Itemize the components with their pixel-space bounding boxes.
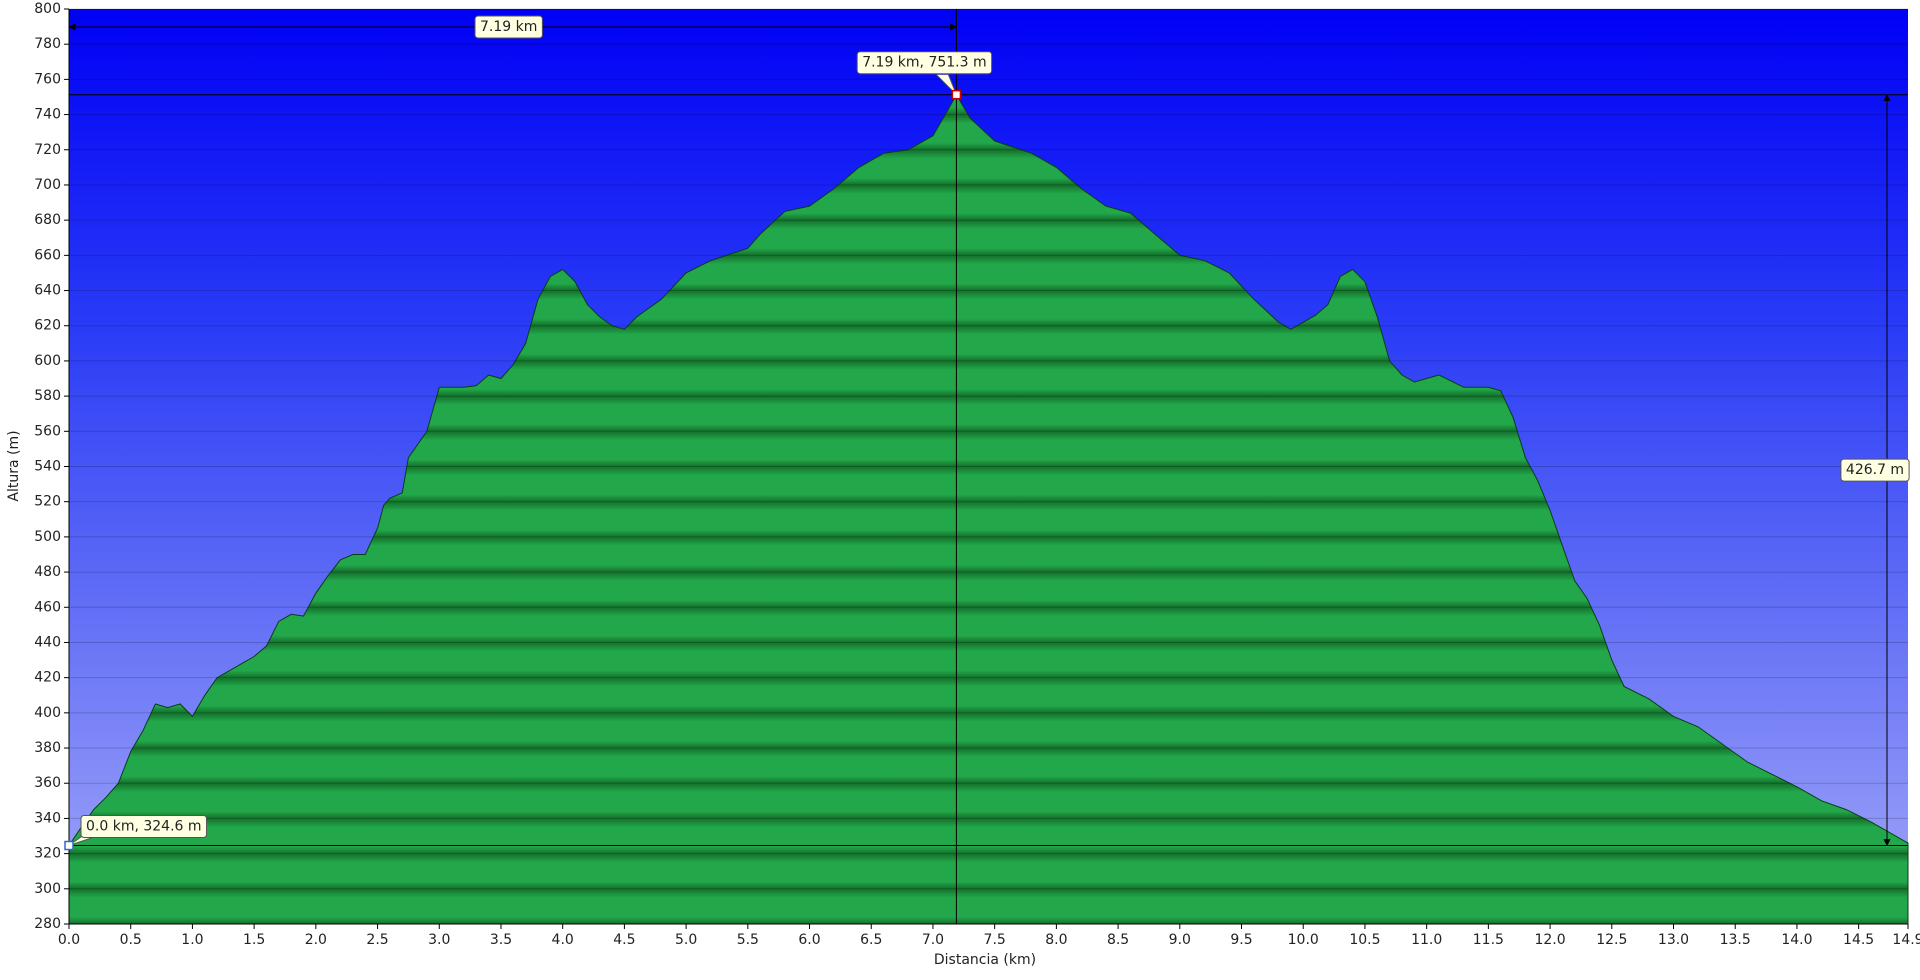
y-tick-label: 300 [34, 881, 61, 897]
x-tick-label: 11.5 [1473, 932, 1504, 948]
peak-point [951, 89, 962, 100]
x-tick-label: 5.0 [675, 932, 697, 948]
x-tick-label: 5.5 [737, 932, 759, 948]
x-tick-label: 3.5 [490, 932, 512, 948]
x-tick-label: 6.0 [798, 932, 820, 948]
x-tick-label: 7.0 [922, 932, 944, 948]
peak-label: 7.19 km, 751.3 m [862, 55, 986, 71]
start-label-box [80, 815, 208, 839]
y-tick-label: 660 [34, 247, 61, 263]
x-tick-label: 11.0 [1411, 932, 1442, 948]
x-tick-label: 0.5 [120, 932, 142, 948]
x-tick-label: 1.0 [181, 932, 203, 948]
distance-label-box [474, 15, 543, 39]
y-tick-label: 720 [34, 142, 61, 158]
y-tick-label: 480 [34, 564, 61, 580]
x-tick-label: 2.5 [366, 932, 388, 948]
y-tick-label: 380 [34, 740, 61, 756]
y-tick-label: 800 [34, 1, 61, 17]
y-axis-label: Altura (m) [6, 430, 22, 501]
x-tick-label: 4.5 [613, 932, 635, 948]
y-tick-label: 440 [34, 634, 61, 650]
x-tick-label: 10.0 [1288, 932, 1319, 948]
y-tick-label: 320 [34, 846, 61, 862]
y-tick-label: 460 [34, 599, 61, 615]
start-point [64, 840, 74, 851]
y-tick-label: 560 [34, 423, 61, 439]
x-tick-label: 7.5 [984, 932, 1006, 948]
x-tick-label: 12.5 [1596, 932, 1627, 948]
y-tick-label: 640 [34, 283, 61, 299]
climb-label-box [1840, 458, 1910, 482]
y-tick-label: 620 [34, 318, 61, 334]
y-tick-label: 780 [34, 36, 61, 52]
x-tick-label: 14.5 [1843, 932, 1874, 948]
x-tick-label: 3.0 [428, 932, 450, 948]
elevation-area [68, 93, 1909, 925]
y-tick-label: 680 [34, 212, 61, 228]
x-tick-label: 4.0 [552, 932, 574, 948]
start-label: 0.0 km, 324.6 m [86, 819, 202, 835]
y-tick-label: 520 [34, 494, 61, 510]
x-tick-label: 13.0 [1658, 932, 1689, 948]
y-tick-label: 420 [34, 670, 61, 686]
y-tick-label: 500 [34, 529, 61, 545]
y-tick-label: 580 [34, 388, 61, 404]
y-tick-label: 360 [34, 775, 61, 791]
x-tick-label: 14.9 [1892, 932, 1920, 948]
x-tick-label: 8.0 [1045, 932, 1067, 948]
y-tick-label: 280 [34, 916, 61, 932]
distance-label: 7.19 km [480, 19, 537, 35]
x-tick-label: 9.5 [1230, 932, 1252, 948]
x-axis-label: Distancia (km) [934, 952, 1036, 968]
x-tick-label: 10.5 [1349, 932, 1380, 948]
climb-label: 426.7 m [1846, 462, 1904, 478]
y-tick-label: 740 [34, 107, 61, 123]
peak-label-box [856, 51, 993, 75]
y-tick-label: 600 [34, 353, 61, 369]
y-tick-label: 540 [34, 459, 61, 475]
x-tick-label: 13.5 [1720, 932, 1751, 948]
y-tick-label: 760 [34, 71, 61, 87]
x-tick-label: 12.0 [1534, 932, 1565, 948]
x-tick-label: 8.5 [1107, 932, 1129, 948]
x-tick-label: 14.0 [1781, 932, 1812, 948]
x-tick-label: 2.0 [305, 932, 327, 948]
y-tick-label: 340 [34, 810, 61, 826]
x-tick-label: 9.0 [1169, 932, 1191, 948]
y-tick-label: 700 [34, 177, 61, 193]
y-tick-label: 400 [34, 705, 61, 721]
x-tick-label: 1.5 [243, 932, 265, 948]
x-tick-label: 0.0 [58, 932, 80, 948]
x-tick-label: 6.5 [860, 932, 882, 948]
